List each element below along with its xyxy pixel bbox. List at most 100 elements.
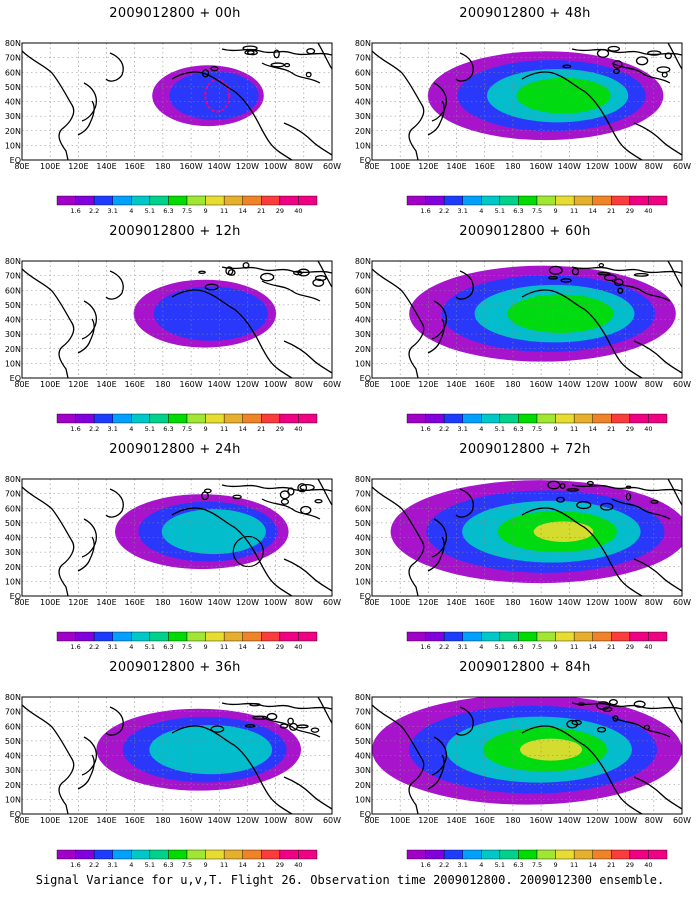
- colorbar-swatch: [406, 195, 426, 206]
- colorbar-label: 6.3: [513, 643, 523, 651]
- colorbar-swatch: [75, 195, 95, 206]
- colorbar-label: 14: [589, 425, 597, 433]
- colorbar-swatch: [279, 849, 299, 860]
- lat-tick-label: 10N: [5, 577, 21, 586]
- colorbar-swatch: [611, 413, 631, 424]
- lat-tick-label: 30N: [5, 330, 21, 339]
- colorbar-label: 2.2: [439, 207, 449, 215]
- colorbar-label: 1.6: [420, 207, 430, 215]
- colorbar-label: 5.1: [145, 207, 155, 215]
- map-panel-72h: 2009012800 + 72h 80E 100E 120E 140E 160E 180 16…: [350, 436, 700, 661]
- lon-tick-label: 140W: [208, 162, 231, 171]
- colorbar-label: 2.2: [89, 643, 99, 651]
- colorbar-swatch: [223, 849, 243, 860]
- lon-tick-label: 180: [505, 162, 520, 171]
- lon-tick-label: 160E: [125, 816, 145, 825]
- colorbar-label: 21: [607, 861, 615, 869]
- lon-tick-label: 140E: [446, 380, 466, 389]
- colorbar-label: 11: [570, 425, 578, 433]
- coastlines: [372, 479, 682, 596]
- colorbar: 1.6 2.2 3.1 4 5.1 6.3 7.5 9 11 14 21 29 40: [56, 631, 318, 651]
- lon-tick-label: 120E: [418, 816, 438, 825]
- lon-tick-label: 140E: [96, 598, 116, 607]
- colorbar-label: 9: [204, 207, 208, 215]
- lat-tick-label: 40N: [5, 98, 21, 107]
- lon-tick-label: 100E: [40, 816, 60, 825]
- lon-tick-label: 180: [505, 598, 520, 607]
- lon-tick-label: 80E: [364, 816, 379, 825]
- colorbar-label: 3.1: [108, 861, 118, 869]
- colorbar-label: 5.1: [145, 643, 155, 651]
- colorbar-swatch: [93, 849, 113, 860]
- lat-tick-label: EQ: [10, 810, 21, 819]
- colorbar-swatch: [462, 631, 482, 642]
- lon-tick-label: 80W: [645, 816, 663, 825]
- lon-tick-label: 100E: [390, 162, 410, 171]
- lon-tick-label: 100E: [40, 162, 60, 171]
- colorbar-label: 4: [129, 861, 133, 869]
- lat-tick-label: 10N: [355, 577, 371, 586]
- variance-shading: [115, 494, 289, 570]
- lon-tick-label: 100E: [40, 380, 60, 389]
- lat-tick-label: 30N: [355, 548, 371, 557]
- colorbar-swatch: [462, 195, 482, 206]
- lon-tick-label: 80W: [645, 598, 663, 607]
- lat-tick-label: 30N: [355, 766, 371, 775]
- colorbar-label: 11: [220, 425, 228, 433]
- map-svg: 80E 100E 120E 140E 160E 180 160W 140W 120W 100W 80…: [5, 257, 341, 433]
- lon-tick-label: 100W: [264, 380, 287, 389]
- figure-caption: Signal Variance for u,v,T. Flight 26. Ob…: [35, 873, 665, 887]
- lat-tick-label: 50N: [355, 83, 371, 92]
- lon-tick-label: 100W: [264, 598, 287, 607]
- colorbar-swatch: [648, 413, 668, 424]
- lon-tick-label: 80E: [364, 380, 379, 389]
- lon-tick-label: 140W: [558, 380, 581, 389]
- lon-tick-label: 180: [505, 380, 520, 389]
- colorbar-label: 14: [239, 425, 247, 433]
- lon-tick-label: 140E: [446, 162, 466, 171]
- lat-tick-label: 80N: [5, 475, 21, 484]
- map-svg: 80E 100E 120E 140E 160E 180 160W 140W 120W 100W 80…: [355, 257, 691, 433]
- colorbar-swatch: [536, 413, 556, 424]
- lon-tick-label: 120W: [586, 598, 609, 607]
- lon-tick-label: 160E: [475, 380, 495, 389]
- lat-tick-label: 80N: [355, 693, 371, 702]
- map-panel-12h: 2009012800 + 12h 80E 100E 120E 140E 160E 180 16…: [0, 218, 350, 443]
- colorbar-swatch: [242, 413, 262, 424]
- colorbar-swatch: [205, 849, 225, 860]
- colorbar-swatch: [481, 849, 501, 860]
- lon-tick-label: 80E: [14, 816, 29, 825]
- colorbar: 1.6 2.2 3.1 4 5.1 6.3 7.5 9 11 14 21 29 40: [406, 849, 668, 869]
- lon-tick-label: 160E: [125, 380, 145, 389]
- lat-tick-label: 50N: [355, 301, 371, 310]
- colorbar-swatch: [425, 195, 445, 206]
- colorbar-swatch: [592, 195, 612, 206]
- lon-tick-label: 80E: [14, 162, 29, 171]
- lon-tick-label: 80E: [364, 598, 379, 607]
- lat-tick-label: 60N: [355, 722, 371, 731]
- colorbar-swatch: [56, 849, 76, 860]
- colorbar-label: 11: [570, 207, 578, 215]
- colorbar-label: 7.5: [182, 861, 192, 869]
- panel-title: 2009012800 + 48h: [459, 6, 591, 21]
- map-svg: 80E 100E 120E 140E 160E 180 160W 140W 120W 100W 80…: [5, 39, 341, 215]
- colorbar-label: 21: [607, 643, 615, 651]
- colorbar-swatch: [205, 413, 225, 424]
- colorbar-swatch: [93, 631, 113, 642]
- colorbar-label: 21: [257, 425, 265, 433]
- lon-tick-label: 140W: [208, 598, 231, 607]
- colorbar-swatch: [261, 195, 281, 206]
- colorbar-swatch: [279, 631, 299, 642]
- lat-tick-label: EQ: [10, 592, 21, 601]
- lat-tick-label: EQ: [360, 156, 371, 165]
- lat-tick-label: 40N: [355, 98, 371, 107]
- lat-tick-label: 60N: [355, 68, 371, 77]
- colorbar-label: 4: [129, 207, 133, 215]
- lat-tick-label: 20N: [5, 345, 21, 354]
- lon-tick-label: 60W: [323, 380, 341, 389]
- colorbar-swatch: [648, 195, 668, 206]
- colorbar-label: 6.3: [163, 207, 173, 215]
- colorbar-label: 6.3: [513, 425, 523, 433]
- colorbar-label: 7.5: [532, 425, 542, 433]
- variance-shading: [152, 65, 264, 127]
